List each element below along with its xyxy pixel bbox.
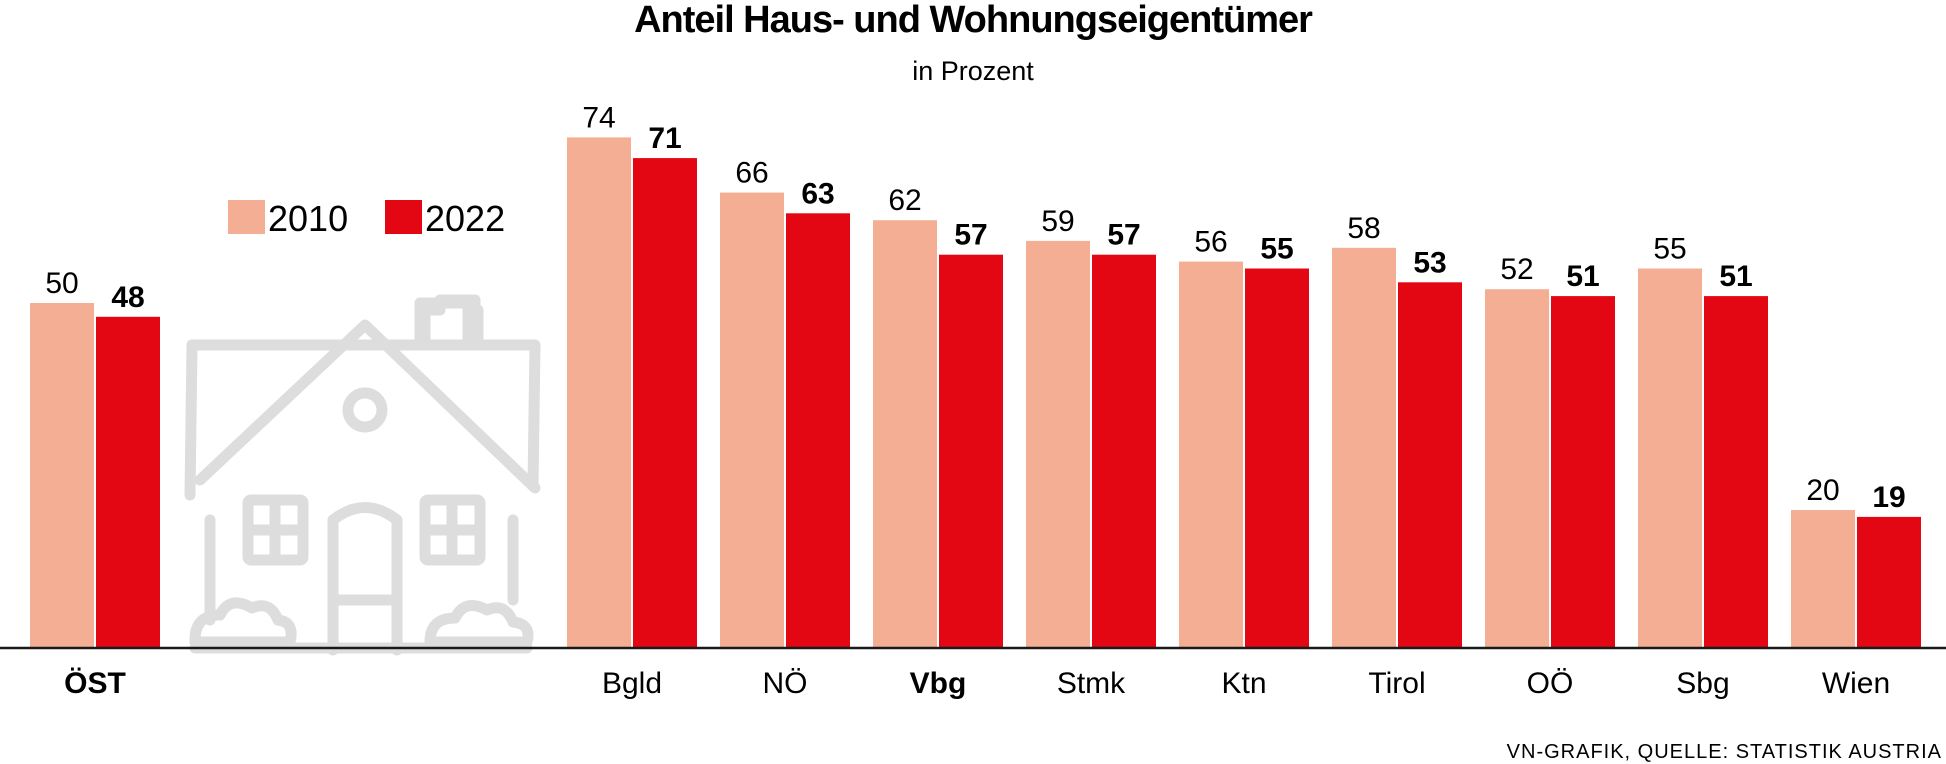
bar-nö-2010 [720, 192, 784, 648]
value-label-öst-2022: 48 [111, 281, 144, 314]
value-label-öst-2010: 50 [45, 267, 78, 300]
bar-wien-2022 [1857, 516, 1921, 648]
bar-sbg-2022 [1704, 296, 1768, 648]
value-label-oö-2022: 51 [1566, 260, 1599, 293]
legend: 2010 2022 [228, 198, 505, 239]
bar-bgld-2022 [633, 158, 697, 648]
bar-stmk-2010 [1026, 240, 1090, 648]
bar-ktn-2022 [1245, 268, 1309, 648]
legend-swatch-2022 [385, 200, 422, 234]
value-label-bgld-2010: 74 [582, 101, 615, 134]
category-label: Stmk [1057, 667, 1126, 700]
house-outline-icon [184, 294, 541, 656]
bar-oö-2010 [1485, 289, 1549, 648]
category-label: Vbg [910, 667, 967, 700]
bar-sbg-2010 [1638, 268, 1702, 648]
category-label: ÖST [64, 667, 126, 700]
category-label: Bgld [602, 667, 662, 700]
category-label: Ktn [1221, 667, 1266, 700]
legend-swatch-2010 [228, 200, 265, 234]
category-label: Sbg [1676, 667, 1729, 700]
value-label-bgld-2022: 71 [648, 122, 681, 155]
category-label: NÖ [763, 667, 808, 700]
bar-wien-2010 [1791, 510, 1855, 648]
bars-layer [30, 137, 1921, 649]
category-label: OÖ [1527, 667, 1574, 700]
value-labels-layer: 50 48 74 71 66 63 62 57 59 57 56 55 58 53 52 51 55 51 20 19 [45, 101, 1905, 514]
category-label: Wien [1822, 667, 1890, 700]
chart-subtitle: in Prozent [912, 56, 1034, 86]
value-label-ktn-2022: 55 [1260, 233, 1293, 266]
bar-vbg-2022 [939, 254, 1003, 648]
bar-tirol-2010 [1332, 247, 1396, 649]
bar-öst-2022 [96, 316, 160, 648]
category-labels-layer: ÖST Bgld NÖ Vbg Stmk Ktn Tirol OÖ Sbg Wien [64, 667, 1890, 700]
bar-vbg-2010 [873, 220, 937, 648]
value-label-wien-2010: 20 [1806, 474, 1839, 507]
bar-nö-2022 [786, 213, 850, 649]
value-label-ktn-2010: 56 [1194, 226, 1227, 259]
legend-label-2010: 2010 [268, 198, 348, 239]
bar-öst-2010 [30, 303, 94, 648]
value-label-sbg-2010: 55 [1653, 233, 1686, 266]
value-label-oö-2010: 52 [1500, 253, 1533, 286]
bar-tirol-2022 [1398, 282, 1462, 648]
value-label-sbg-2022: 51 [1719, 260, 1752, 293]
value-label-nö-2010: 66 [735, 157, 768, 190]
value-label-tirol-2010: 58 [1347, 212, 1380, 245]
bar-oö-2022 [1551, 296, 1615, 648]
chart-title: Anteil Haus- und Wohnungseigentümer [634, 0, 1313, 41]
category-label: Tirol [1368, 667, 1425, 700]
bar-bgld-2010 [567, 137, 631, 648]
value-label-vbg-2010: 62 [888, 184, 921, 217]
bar-ktn-2010 [1179, 261, 1243, 648]
bar-stmk-2022 [1092, 254, 1156, 648]
value-label-tirol-2022: 53 [1413, 246, 1446, 279]
source-credit: VN-GRAFIK, QUELLE: STATISTIK AUSTRIA [1507, 741, 1942, 763]
value-label-vbg-2022: 57 [954, 219, 987, 252]
value-label-nö-2022: 63 [801, 177, 834, 210]
value-label-wien-2022: 19 [1872, 481, 1905, 514]
value-label-stmk-2010: 59 [1041, 205, 1074, 238]
value-label-stmk-2022: 57 [1107, 219, 1140, 252]
legend-label-2022: 2022 [425, 198, 505, 239]
